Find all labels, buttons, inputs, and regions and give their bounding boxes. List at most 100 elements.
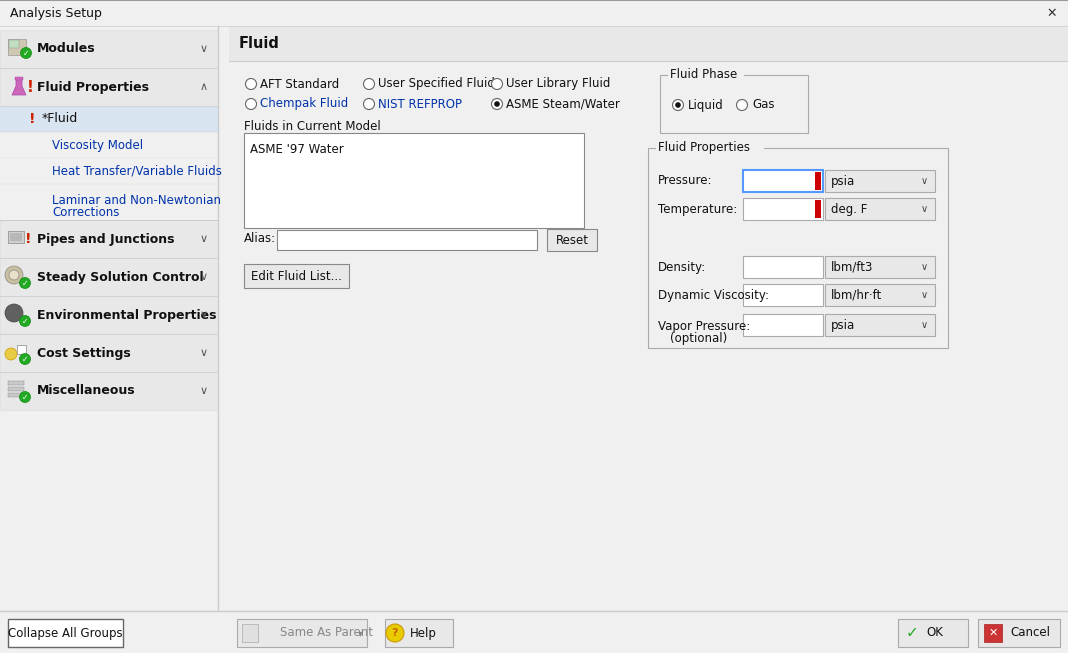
Circle shape xyxy=(491,99,503,110)
Text: NIST REFPROP: NIST REFPROP xyxy=(378,97,462,110)
Text: ✕: ✕ xyxy=(988,628,998,638)
Bar xyxy=(743,314,823,336)
Bar xyxy=(277,230,537,250)
Bar xyxy=(0,334,218,372)
Bar xyxy=(237,619,367,647)
Text: ?: ? xyxy=(392,628,398,638)
Bar xyxy=(743,198,823,220)
Bar xyxy=(0,220,218,258)
Bar xyxy=(0,106,218,132)
Bar xyxy=(824,256,934,278)
Bar xyxy=(898,619,968,647)
Text: (optional): (optional) xyxy=(670,332,727,345)
Text: Pressure:: Pressure: xyxy=(658,174,712,187)
Text: lbm/ft3: lbm/ft3 xyxy=(831,261,874,274)
Text: ∨: ∨ xyxy=(921,262,928,272)
Text: Cost Settings: Cost Settings xyxy=(37,347,130,360)
Text: ∨: ∨ xyxy=(200,348,208,358)
Text: ∨: ∨ xyxy=(200,44,208,54)
Text: ✓: ✓ xyxy=(21,355,28,364)
Bar xyxy=(7,393,23,397)
Circle shape xyxy=(19,278,31,289)
Text: Gas: Gas xyxy=(752,99,774,112)
Bar xyxy=(229,26,1068,629)
Text: ∨: ∨ xyxy=(200,310,208,320)
Bar xyxy=(7,231,23,243)
Text: Chempak Fluid: Chempak Fluid xyxy=(260,97,348,110)
Bar xyxy=(824,284,934,306)
Text: Dynamic Viscosity:: Dynamic Viscosity: xyxy=(658,289,769,302)
Text: User Library Fluid: User Library Fluid xyxy=(506,78,611,91)
Text: ✓: ✓ xyxy=(906,626,918,641)
Text: Modules: Modules xyxy=(37,42,96,56)
Bar xyxy=(743,284,823,306)
Bar xyxy=(648,148,948,348)
Circle shape xyxy=(5,304,23,322)
Text: ✓: ✓ xyxy=(21,392,28,402)
Text: Pipes and Junctions: Pipes and Junctions xyxy=(37,232,174,246)
Text: !: ! xyxy=(29,112,35,126)
Bar xyxy=(547,229,597,251)
Text: ∨: ∨ xyxy=(200,272,208,282)
Text: ∨: ∨ xyxy=(200,386,208,396)
Text: Laminar and Non-Newtonian: Laminar and Non-Newtonian xyxy=(52,194,221,207)
Text: Reset: Reset xyxy=(555,234,588,246)
Circle shape xyxy=(5,266,23,284)
Text: Steady Solution Control: Steady Solution Control xyxy=(37,270,204,283)
Polygon shape xyxy=(12,79,26,95)
Text: Fluid Properties: Fluid Properties xyxy=(658,142,750,155)
Bar xyxy=(0,132,218,158)
Text: Temperature:: Temperature: xyxy=(658,202,737,215)
Bar xyxy=(824,170,934,192)
Bar xyxy=(244,133,584,228)
Text: AFT Standard: AFT Standard xyxy=(260,78,340,91)
Circle shape xyxy=(363,78,375,89)
Circle shape xyxy=(673,99,684,110)
Bar xyxy=(17,345,26,354)
Circle shape xyxy=(363,99,375,110)
Bar xyxy=(984,624,1002,642)
Text: ∨: ∨ xyxy=(921,290,928,300)
Bar xyxy=(7,39,26,55)
Text: Vapor Pressure:: Vapor Pressure: xyxy=(658,320,750,333)
Bar xyxy=(242,624,258,642)
Circle shape xyxy=(19,392,31,402)
Text: ∧: ∧ xyxy=(200,82,208,92)
Text: Collapse All Groups: Collapse All Groups xyxy=(7,626,123,639)
Bar xyxy=(660,75,808,133)
Circle shape xyxy=(737,99,748,110)
Text: Alias:: Alias: xyxy=(244,232,277,246)
Text: psia: psia xyxy=(831,174,855,187)
Text: !: ! xyxy=(25,232,31,246)
Bar xyxy=(0,296,218,334)
Bar xyxy=(0,68,218,106)
Bar xyxy=(824,314,934,336)
Text: Fluid Properties: Fluid Properties xyxy=(37,80,150,93)
Text: Fluids in Current Model: Fluids in Current Model xyxy=(244,120,381,133)
Circle shape xyxy=(246,99,256,110)
Bar xyxy=(0,158,218,184)
Text: Edit Fluid List...: Edit Fluid List... xyxy=(251,270,342,283)
Text: Fluid: Fluid xyxy=(239,35,280,50)
Bar xyxy=(824,198,934,220)
Text: *Fluid: *Fluid xyxy=(42,112,78,125)
Text: lbm/hr·ft: lbm/hr·ft xyxy=(831,289,882,302)
Bar xyxy=(10,233,22,241)
Text: ✓: ✓ xyxy=(21,278,28,287)
Text: ✕: ✕ xyxy=(1047,7,1057,20)
Text: ✓: ✓ xyxy=(21,317,28,325)
Bar xyxy=(815,200,821,218)
Circle shape xyxy=(19,315,31,326)
Bar xyxy=(815,172,821,190)
Text: ASME Steam/Water: ASME Steam/Water xyxy=(506,97,619,110)
Bar xyxy=(7,381,23,385)
Circle shape xyxy=(386,624,404,642)
Bar xyxy=(0,258,218,296)
Text: Miscellaneous: Miscellaneous xyxy=(37,385,136,398)
Text: Corrections: Corrections xyxy=(52,206,120,219)
Bar xyxy=(15,77,23,80)
Circle shape xyxy=(675,103,680,108)
Circle shape xyxy=(494,101,500,107)
Circle shape xyxy=(491,78,503,89)
Text: Cancel: Cancel xyxy=(1010,626,1050,639)
